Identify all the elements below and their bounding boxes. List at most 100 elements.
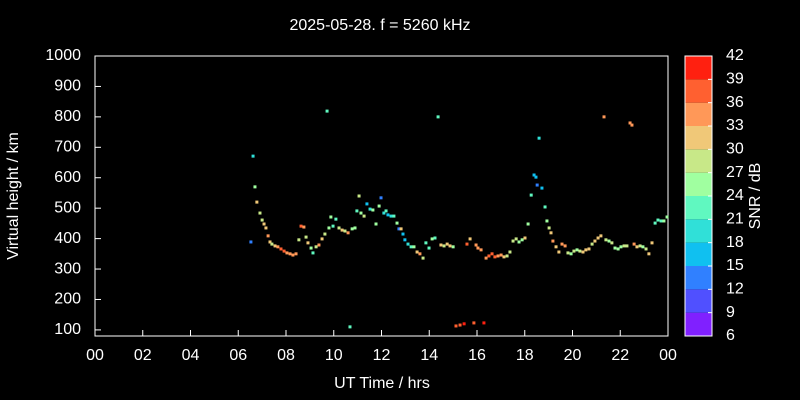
colorbar-tick-label: 9 — [726, 304, 735, 321]
data-point — [647, 252, 651, 256]
data-point — [343, 229, 347, 233]
data-point — [554, 245, 558, 249]
data-point — [285, 251, 289, 255]
data-point — [299, 224, 303, 228]
data-point — [610, 241, 614, 245]
data-point — [253, 185, 257, 189]
data-point — [306, 241, 310, 245]
data-point — [329, 215, 333, 219]
data-point — [532, 173, 536, 177]
y-tick-label: 700 — [54, 139, 81, 156]
data-point — [659, 219, 663, 223]
colorbar-band — [685, 79, 712, 103]
y-tick-label: 1000 — [45, 47, 81, 64]
data-point — [379, 196, 383, 200]
data-point — [309, 246, 313, 250]
data-point — [632, 242, 636, 246]
colorbar-band — [685, 196, 712, 220]
data-point — [514, 237, 518, 241]
colorbar-tick-label: 24 — [726, 187, 744, 204]
colorbar-band — [685, 242, 712, 266]
data-point — [517, 240, 521, 244]
data-point — [382, 211, 386, 215]
data-point — [547, 226, 551, 230]
y-tick-label: 600 — [54, 169, 81, 186]
data-point — [596, 236, 600, 240]
data-point — [581, 250, 585, 254]
data-point — [454, 324, 458, 328]
y-tick-label: 500 — [54, 199, 81, 216]
data-point — [334, 217, 338, 221]
data-point — [255, 200, 259, 204]
y-tick-label: 300 — [54, 260, 81, 277]
x-axis-label: UT Time / hrs — [334, 375, 430, 392]
data-point — [320, 237, 324, 241]
x-tick-label: 06 — [229, 347, 247, 364]
data-point — [508, 250, 512, 254]
data-point — [638, 244, 642, 248]
data-point — [566, 251, 570, 255]
data-point — [430, 237, 434, 241]
data-point — [421, 256, 425, 260]
data-point — [249, 240, 253, 244]
data-point — [499, 253, 503, 257]
y-tick-label: 100 — [54, 321, 81, 338]
data-point — [551, 239, 555, 243]
data-point — [270, 242, 274, 246]
data-point — [505, 254, 509, 258]
data-point — [436, 115, 440, 119]
data-point — [487, 254, 491, 258]
data-point — [282, 249, 286, 253]
data-point — [297, 238, 301, 242]
data-point — [291, 253, 295, 257]
data-point — [584, 248, 588, 252]
y-axis-label: Virtual height / km — [5, 132, 22, 260]
data-point — [602, 115, 606, 119]
data-point — [472, 321, 476, 325]
data-point — [465, 242, 469, 246]
data-point — [563, 244, 567, 248]
data-point — [476, 246, 480, 250]
data-point — [607, 239, 611, 243]
data-point — [317, 243, 321, 247]
colorbar-band — [685, 312, 712, 336]
data-point — [578, 249, 582, 253]
colorbar-band — [685, 149, 712, 173]
data-point — [613, 246, 617, 250]
data-point — [273, 244, 277, 248]
data-point — [644, 247, 648, 251]
data-point — [294, 252, 298, 256]
data-point — [279, 247, 283, 251]
colorbar-tick-label: 18 — [726, 234, 744, 251]
data-point — [468, 237, 472, 241]
x-tick-label: 04 — [182, 347, 200, 364]
data-point — [409, 245, 413, 249]
data-point — [268, 240, 272, 244]
colorbar-tick-label: 39 — [726, 71, 744, 88]
data-point — [619, 245, 623, 249]
data-point — [374, 222, 378, 226]
data-point — [474, 243, 478, 247]
data-point — [251, 154, 255, 158]
x-tick-label: 20 — [564, 347, 582, 364]
data-point — [462, 322, 466, 326]
x-tick-label: 12 — [373, 347, 391, 364]
data-point — [323, 232, 327, 236]
colorbar-tick-label: 27 — [726, 164, 744, 181]
y-tick-label: 200 — [54, 291, 81, 308]
data-point — [656, 218, 660, 222]
data-point — [346, 231, 350, 235]
colorbar-tick-label: 15 — [726, 257, 744, 274]
data-point — [537, 136, 541, 140]
data-point — [511, 239, 515, 243]
data-point — [529, 193, 533, 197]
data-point — [392, 214, 396, 218]
data-point — [386, 213, 390, 217]
data-point — [616, 247, 620, 251]
data-point — [424, 241, 428, 245]
data-point — [433, 236, 437, 240]
data-point — [348, 325, 352, 329]
data-point — [302, 225, 306, 229]
